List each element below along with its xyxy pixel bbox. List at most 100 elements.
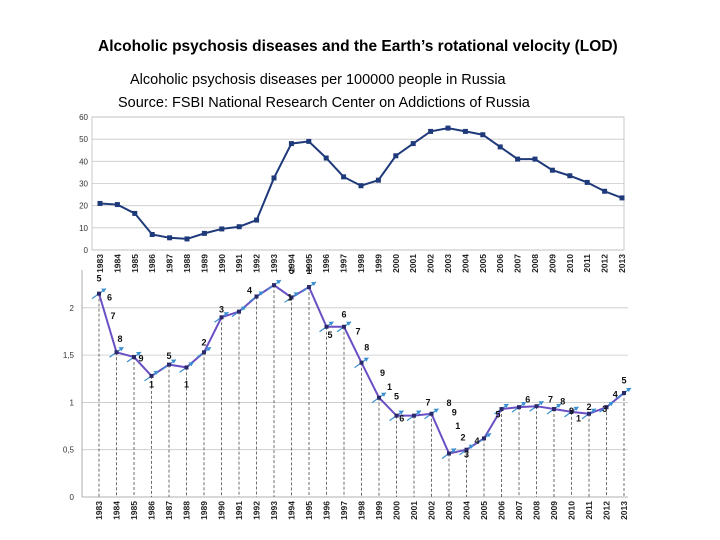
bottom-arrow-head xyxy=(416,410,421,415)
top-data-point xyxy=(497,144,503,150)
bottom-arrow-head xyxy=(276,280,281,285)
bottom-annotation-label: 5 xyxy=(621,376,626,386)
bottom-annotation-label: 8 xyxy=(446,398,451,408)
bottom-data-point xyxy=(149,373,154,378)
top-x-tick-label: 1988 xyxy=(182,254,192,273)
bottom-annotation-label: 8 xyxy=(364,342,369,352)
top-data-point xyxy=(341,174,347,180)
bottom-x-tick-label: 1984 xyxy=(112,501,122,520)
bottom-x-tick-label: 1994 xyxy=(287,501,297,520)
top-y-tick-label: 40 xyxy=(79,157,88,166)
chart-subtitle-line1: Alcoholic psychosis diseases per 100000 … xyxy=(130,72,506,88)
bottom-data-point xyxy=(482,436,486,441)
bottom-x-tick-label: 2005 xyxy=(479,501,489,520)
bottom-data-point xyxy=(377,395,381,400)
top-data-point xyxy=(97,200,103,206)
top-x-tick-label: 1994 xyxy=(286,254,296,273)
bottom-x-tick-label: 2009 xyxy=(549,501,559,520)
bottom-arrow-head xyxy=(118,347,124,352)
bottom-arrow-head xyxy=(223,312,229,317)
bottom-data-point xyxy=(569,409,574,414)
bottom-y-tick-label: 1,5 xyxy=(63,351,75,360)
top-x-tick-label: 2003 xyxy=(443,254,453,273)
top-data-point xyxy=(619,195,625,201)
bottom-data-point xyxy=(324,324,329,329)
bottom-annotation-label: 2 xyxy=(586,402,591,412)
bottom-x-tick-label: 1987 xyxy=(164,501,174,520)
bottom-annotation-label: 9 xyxy=(380,368,385,378)
bottom-arrow-head xyxy=(241,306,246,311)
top-x-tick-label: 1996 xyxy=(321,254,331,273)
bottom-arrow-head xyxy=(608,402,614,407)
bottom-x-tick-label: 2002 xyxy=(427,501,437,520)
bottom-y-tick-label: 0 xyxy=(70,493,75,502)
bottom-annotation-label: 2 xyxy=(201,338,206,348)
bottom-arrow-head xyxy=(591,408,596,413)
top-data-point xyxy=(602,188,608,194)
bottom-data-point xyxy=(429,411,434,416)
top-x-tick-label: 1989 xyxy=(199,254,209,273)
bottom-data-point xyxy=(184,365,189,370)
top-x-tick-label: 2010 xyxy=(565,254,575,273)
bottom-data-point xyxy=(587,411,591,416)
top-x-tick-label: 1986 xyxy=(147,254,157,273)
bottom-data-point xyxy=(552,407,556,412)
bottom-arrow-head xyxy=(258,291,264,296)
bottom-arrow-head xyxy=(136,352,141,357)
bottom-annotation-label: 6 xyxy=(525,394,530,404)
bottom-data-point xyxy=(517,405,521,410)
bottom-annotation-label: 8 xyxy=(560,396,565,406)
bottom-data-point xyxy=(464,447,469,452)
bottom-annotation-label: 7 xyxy=(425,397,430,407)
bottom-x-tick-label: 2001 xyxy=(409,501,419,520)
bottom-x-tick-label: 2011 xyxy=(584,501,594,520)
bottom-arrow-head xyxy=(573,406,579,411)
top-data-point xyxy=(375,177,381,183)
bottom-annotation-label: 9 xyxy=(569,406,574,416)
bottom-annotation-label: 4 xyxy=(613,390,618,400)
top-x-tick-label: 2013 xyxy=(617,254,627,273)
top-data-point xyxy=(184,236,190,242)
top-y-tick-label: 20 xyxy=(79,202,88,211)
top-data-point xyxy=(549,167,555,173)
top-x-tick-label: 2005 xyxy=(478,254,488,273)
top-data-point xyxy=(393,153,399,159)
bottom-data-point xyxy=(447,451,451,456)
bottom-x-tick-label: 2010 xyxy=(567,501,577,520)
bottom-annotation-label: 4 xyxy=(247,286,252,296)
bottom-annotation-label: 1 xyxy=(184,379,189,389)
bottom-annotation-label: 6 xyxy=(399,413,404,423)
bottom-annotation-label: 8 xyxy=(117,334,122,344)
bottom-annotation-label: 1 xyxy=(387,382,392,392)
top-x-tick-label: 1999 xyxy=(373,254,383,273)
top-data-point xyxy=(132,210,138,216)
bottom-annotation-label: 6 xyxy=(341,309,346,319)
top-data-point xyxy=(323,155,329,161)
bottom-arrow-head xyxy=(468,444,474,449)
bottom-data-point xyxy=(114,350,119,355)
bottom-data-point xyxy=(97,291,101,296)
top-x-tick-label: 2009 xyxy=(547,254,557,273)
bottom-arrow-head xyxy=(293,292,299,297)
bottom-x-tick-label: 1996 xyxy=(322,501,332,520)
bottom-y-tick-label: 0,5 xyxy=(63,446,75,455)
top-data-point xyxy=(271,175,277,181)
top-x-tick-label: 1993 xyxy=(269,254,279,273)
top-data-point xyxy=(480,132,486,138)
top-data-point xyxy=(167,235,173,241)
bottom-annotation-label: 5 xyxy=(327,330,332,340)
bottom-x-tick-label: 1988 xyxy=(182,501,192,520)
bottom-x-tick-label: 2012 xyxy=(602,501,612,520)
top-x-tick-label: 1991 xyxy=(234,254,244,273)
bottom-y-tick-label: 1 xyxy=(70,398,75,407)
bottom-arrow-head xyxy=(626,387,631,392)
top-data-point xyxy=(254,217,260,223)
bottom-data-point xyxy=(167,362,171,367)
top-x-tick-label: 2000 xyxy=(391,254,401,273)
chart-title: Alcoholic psychosis diseases and the Ear… xyxy=(98,38,618,55)
top-x-tick-label: 2012 xyxy=(600,254,610,273)
top-x-tick-label: 2007 xyxy=(513,254,523,273)
bottom-x-tick-label: 2008 xyxy=(532,501,542,520)
bottom-arrow-head xyxy=(398,410,404,415)
top-y-tick-label: 50 xyxy=(79,135,88,144)
